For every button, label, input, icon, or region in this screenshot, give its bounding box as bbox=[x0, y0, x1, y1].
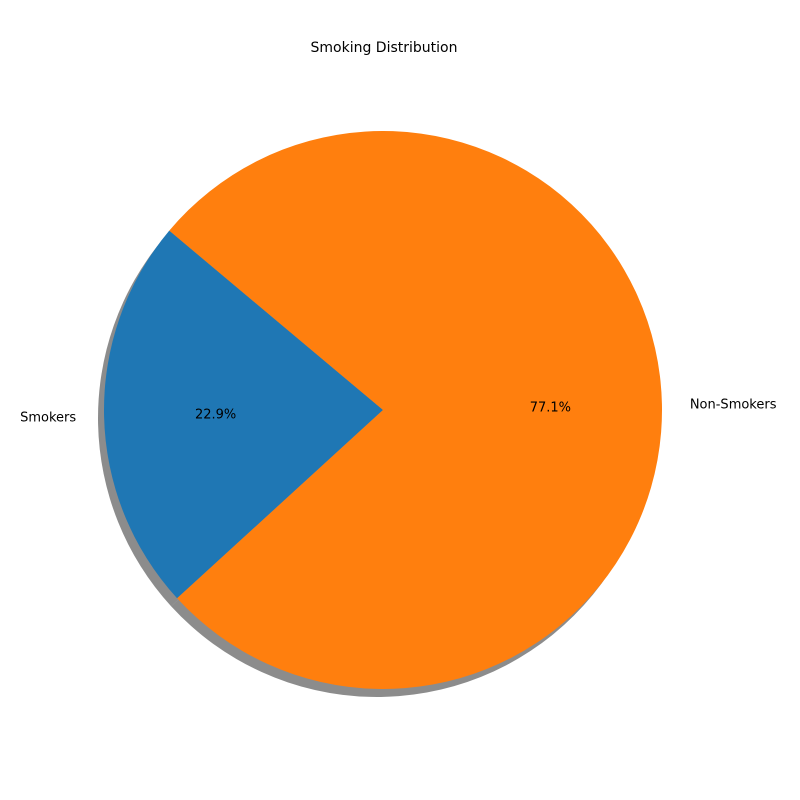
slice-label-non-smokers: Non-Smokers bbox=[690, 397, 777, 412]
chart-title: Smoking Distribution bbox=[311, 40, 458, 56]
slice-percent-non-smokers: 77.1% bbox=[530, 400, 571, 415]
slice-percent-smokers: 22.9% bbox=[195, 408, 236, 423]
pie-slice-non-smokers bbox=[169, 131, 662, 690]
pie-labels-layer: Smokers 22.9% Non-Smokers 77.1% bbox=[20, 397, 777, 425]
pie-slices-layer bbox=[103, 131, 662, 690]
slice-label-smokers: Smokers bbox=[20, 411, 76, 426]
pie-slice-smokers bbox=[103, 230, 383, 599]
